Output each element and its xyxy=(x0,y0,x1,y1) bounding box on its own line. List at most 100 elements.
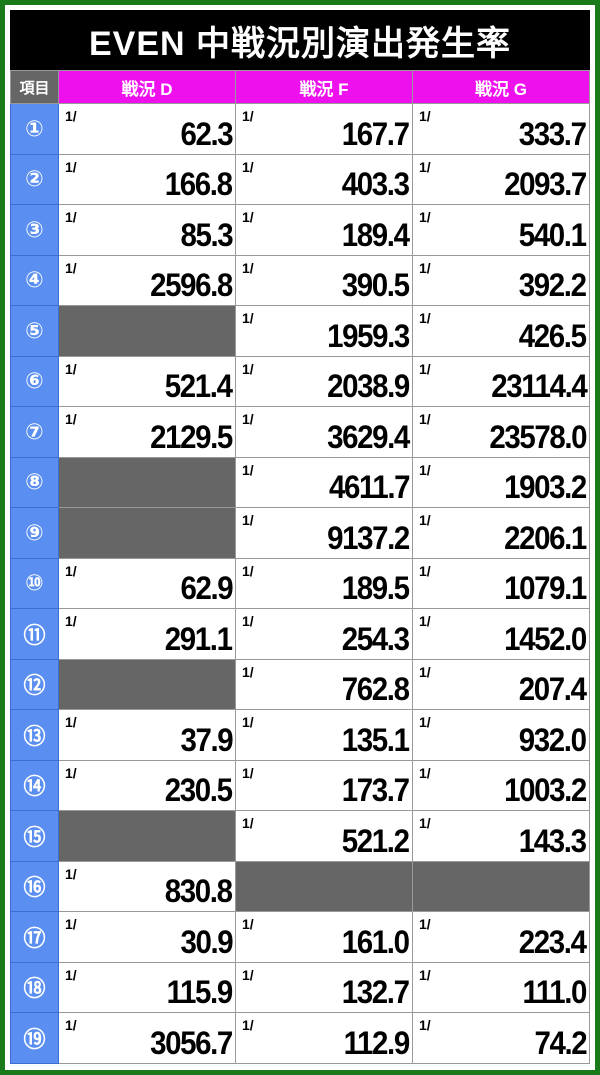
table-row: ⑪ 1/291.1 1/254.3 1/1452.0 xyxy=(10,608,590,660)
table-row: ⑭ 1/230.5 1/173.7 1/1003.2 xyxy=(10,759,590,811)
rate-prefix: 1/ xyxy=(419,966,431,983)
row-label: ④ xyxy=(10,254,59,306)
rate-cell: 1/9137.2 xyxy=(235,507,413,559)
rate-value: 62.9 xyxy=(180,570,233,606)
rate-cell: 1/166.8 xyxy=(58,153,236,205)
table-row: ④ 1/2596.8 1/390.5 1/392.2 xyxy=(10,254,590,306)
rate-cell: 1/23578.0 xyxy=(412,406,590,458)
empty-cell xyxy=(412,860,590,912)
rate-cell: 1/207.4 xyxy=(412,658,590,710)
table-row: ⑬ 1/37.9 1/135.1 1/932.0 xyxy=(10,709,590,761)
rate-value: 143.3 xyxy=(519,822,587,859)
row-label: ⑫ xyxy=(10,658,59,710)
rate-cell: 1/189.5 xyxy=(235,557,413,609)
rate-cell: 1/830.8 xyxy=(58,860,236,912)
rate-value: 1959.3 xyxy=(327,317,410,354)
rate-value: 403.3 xyxy=(342,166,410,202)
rate-cell: 1/62.9 xyxy=(58,557,236,609)
header-situation-f: 戦況 F xyxy=(235,70,413,104)
rate-value: 762.8 xyxy=(342,671,410,707)
rate-prefix: 1/ xyxy=(419,562,431,579)
rate-value: 2038.9 xyxy=(327,368,410,404)
rate-cell: 1/1003.2 xyxy=(412,759,590,811)
rate-cell: 1/62.3 xyxy=(58,103,236,155)
rate-value: 9137.2 xyxy=(327,519,410,556)
rate-cell: 1/173.7 xyxy=(235,759,413,811)
rate-prefix: 1/ xyxy=(419,360,431,377)
table-row: ② 1/166.8 1/403.3 1/2093.7 xyxy=(10,153,590,205)
rate-value: 830.8 xyxy=(165,873,233,909)
rate-prefix: 1/ xyxy=(419,764,431,781)
rate-cell: 1/2093.7 xyxy=(412,153,590,205)
table-row: ⑱ 1/115.9 1/132.7 1/111.0 xyxy=(10,961,590,1013)
rate-value: 2596.8 xyxy=(150,267,233,303)
rate-cell: 1/2038.9 xyxy=(235,355,413,407)
rate-cell: 1/37.9 xyxy=(58,709,236,761)
rate-prefix: 1/ xyxy=(65,259,77,276)
rate-prefix: 1/ xyxy=(65,411,77,427)
rate-prefix: 1/ xyxy=(419,108,431,124)
table-row: ⑤ 1/1959.3 1/426.5 xyxy=(10,305,590,357)
table-row: ⑦ 1/2129.5 1/3629.4 1/23578.0 xyxy=(10,406,590,458)
rate-cell: 1/1959.3 xyxy=(235,305,413,357)
table-row: ⑥ 1/521.4 1/2038.9 1/23114.4 xyxy=(10,355,590,407)
row-label: ⑮ xyxy=(10,810,59,862)
rate-prefix: 1/ xyxy=(419,259,431,276)
rate-prefix: 1/ xyxy=(419,613,431,629)
rate-prefix: 1/ xyxy=(419,158,431,175)
rate-cell: 1/1452.0 xyxy=(412,608,590,660)
row-label: ⑱ xyxy=(10,961,59,1013)
rate-value: 390.5 xyxy=(342,267,410,303)
rate-cell: 1/426.5 xyxy=(412,305,590,357)
empty-cell xyxy=(58,658,236,710)
rate-value: 932.0 xyxy=(519,721,587,758)
rate-value: 223.4 xyxy=(519,923,587,960)
rate-cell: 1/189.4 xyxy=(235,204,413,256)
rate-cell: 1/143.3 xyxy=(412,810,590,862)
rate-cell: 1/762.8 xyxy=(235,658,413,710)
rate-value: 135.1 xyxy=(342,721,410,758)
rate-value: 3056.7 xyxy=(150,1024,233,1061)
rate-prefix: 1/ xyxy=(419,209,431,225)
rate-value: 23578.0 xyxy=(489,418,587,455)
rate-cell: 1/30.9 xyxy=(58,911,236,963)
rate-prefix: 1/ xyxy=(242,815,254,831)
rate-value: 521.4 xyxy=(165,368,233,404)
header-situation-d: 戦況 D xyxy=(58,70,236,104)
rate-value: 173.7 xyxy=(342,772,410,808)
rate-cell: 1/2206.1 xyxy=(412,507,590,559)
rate-value: 1079.1 xyxy=(504,570,587,606)
row-label: ⑨ xyxy=(10,507,59,559)
header-row: 項目 戦況 D 戦況 F 戦況 G xyxy=(10,70,590,104)
rate-prefix: 1/ xyxy=(242,360,254,377)
rate-value: 23114.4 xyxy=(490,368,588,404)
rate-prefix: 1/ xyxy=(65,1017,77,1033)
rate-cell: 1/3629.4 xyxy=(235,406,413,458)
rate-prefix: 1/ xyxy=(65,613,77,629)
rate-value: 161.0 xyxy=(342,923,410,960)
rate-prefix: 1/ xyxy=(242,512,254,528)
rate-cell: 1/230.5 xyxy=(58,759,236,811)
table-row: ⑨ 1/9137.2 1/2206.1 xyxy=(10,507,590,559)
rate-cell: 1/291.1 xyxy=(58,608,236,660)
rate-value: 74.2 xyxy=(534,1024,587,1061)
rate-value: 254.3 xyxy=(342,620,410,657)
row-label: ⑤ xyxy=(10,305,59,357)
rate-prefix: 1/ xyxy=(65,714,77,730)
rate-prefix: 1/ xyxy=(242,209,254,225)
row-label: ⑩ xyxy=(10,557,59,609)
empty-cell xyxy=(235,860,413,912)
rate-cell: 1/521.2 xyxy=(235,810,413,862)
table-row: ⑩ 1/62.9 1/189.5 1/1079.1 xyxy=(10,557,590,609)
rate-cell: 1/254.3 xyxy=(235,608,413,660)
rate-prefix: 1/ xyxy=(65,865,77,882)
row-label: ① xyxy=(10,103,59,155)
rate-prefix: 1/ xyxy=(242,916,254,932)
rate-prefix: 1/ xyxy=(65,108,77,124)
row-label: ⑦ xyxy=(10,406,59,458)
rate-value: 30.9 xyxy=(180,923,233,960)
rate-value: 166.8 xyxy=(165,166,233,202)
rate-cell: 1/167.7 xyxy=(235,103,413,155)
rate-cell: 1/521.4 xyxy=(58,355,236,407)
rate-value: 112.9 xyxy=(343,1024,411,1061)
